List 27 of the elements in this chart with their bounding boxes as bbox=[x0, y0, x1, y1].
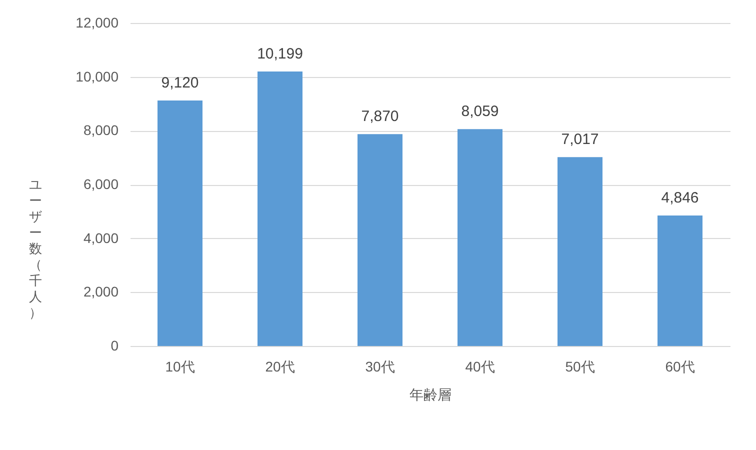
bar bbox=[158, 100, 202, 346]
x-tick-label: 10代 bbox=[165, 358, 195, 374]
data-label: 8,059 bbox=[461, 103, 499, 120]
x-tick-label: 20代 bbox=[265, 358, 295, 374]
data-label: 7,870 bbox=[361, 108, 399, 126]
y-tick-label: 6,000 bbox=[83, 176, 119, 192]
x-tick-label: 50代 bbox=[565, 358, 595, 374]
x-axis-title: 年齢層 bbox=[410, 386, 452, 402]
x-tick-label: 30代 bbox=[365, 358, 395, 374]
x-tick-label: 40代 bbox=[465, 358, 495, 374]
bar bbox=[458, 129, 502, 346]
text: ユーザー数（千人） bbox=[29, 177, 42, 320]
y-tick-label: 10,000 bbox=[76, 68, 119, 84]
bar bbox=[658, 216, 702, 346]
data-label: 10,199 bbox=[257, 45, 303, 62]
data-label: 9,120 bbox=[161, 74, 199, 92]
data-label: 4,846 bbox=[661, 190, 699, 207]
y-tick-label: 0 bbox=[110, 338, 119, 354]
data-label: 7,017 bbox=[561, 131, 599, 148]
bar bbox=[358, 134, 402, 346]
bar bbox=[258, 71, 302, 346]
y-tick-label: 2,000 bbox=[83, 284, 119, 300]
bar bbox=[558, 157, 602, 346]
y-tick-label: 8,000 bbox=[83, 122, 119, 138]
x-tick-label: 60代 bbox=[665, 358, 695, 374]
y-tick-label: 12,000 bbox=[76, 14, 119, 30]
y-tick-label: 4,000 bbox=[83, 230, 119, 246]
